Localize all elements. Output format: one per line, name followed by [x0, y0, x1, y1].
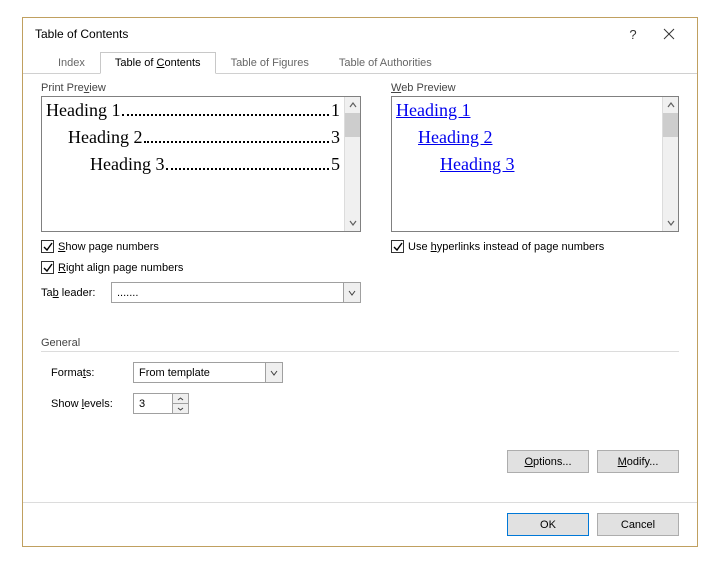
print-preview-label: Print Preview — [41, 82, 361, 94]
cancel-button[interactable]: Cancel — [597, 513, 679, 536]
tabstrip: Index Table of Contents Table of Figures… — [23, 50, 697, 74]
preview-row: Print Preview Heading 1 1 Heading 2 3 — [41, 82, 679, 309]
chevron-up-icon — [349, 102, 357, 108]
use-hyperlinks-row[interactable]: Use hyperlinks instead of page numbers — [391, 240, 679, 253]
show-page-numbers-checkbox[interactable] — [41, 240, 54, 253]
web-preview-col: Web Preview Heading 1 Heading 2 Heading … — [391, 82, 679, 309]
check-icon — [393, 242, 403, 252]
toc-row: Heading 3 5 — [90, 154, 340, 175]
scroll-up-button[interactable] — [663, 97, 678, 113]
chevron-down-icon — [667, 220, 675, 226]
titlebar: Table of Contents ? — [23, 18, 697, 50]
formats-select[interactable]: From template — [133, 362, 283, 383]
leader-dots — [122, 114, 329, 116]
web-preview-scrollbar[interactable] — [662, 97, 678, 231]
chevron-down-icon — [348, 290, 356, 296]
right-align-checkbox[interactable] — [41, 261, 54, 274]
tab-toc[interactable]: Table of Contents — [100, 52, 216, 74]
formats-label: Formats: — [51, 367, 123, 379]
divider — [41, 351, 679, 352]
general-section: General Formats: From template Show leve… — [41, 337, 679, 414]
tab-leader-select[interactable]: ....... — [111, 282, 361, 303]
scroll-track — [345, 137, 360, 215]
print-preview-col: Print Preview Heading 1 1 Heading 2 3 — [41, 82, 361, 309]
web-toc-link[interactable]: Heading 3 — [440, 154, 658, 175]
tab-leader-label: Tab leader: — [41, 287, 103, 299]
web-preview-box: Heading 1 Heading 2 Heading 3 — [391, 96, 679, 232]
dropdown-button[interactable] — [265, 363, 282, 382]
scroll-thumb[interactable] — [345, 113, 360, 137]
chevron-up-icon — [667, 102, 675, 108]
leader-dots — [144, 141, 329, 143]
right-align-row[interactable]: Right align page numbers — [41, 261, 361, 274]
web-toc-link[interactable]: Heading 2 — [418, 127, 658, 148]
modify-button[interactable]: Modify... — [597, 450, 679, 473]
chevron-down-icon — [177, 407, 184, 411]
scroll-down-button[interactable] — [663, 215, 678, 231]
spinner-down-button[interactable] — [173, 404, 188, 413]
tab-authorities[interactable]: Table of Authorities — [324, 52, 447, 74]
check-icon — [43, 263, 53, 273]
scroll-track — [663, 137, 678, 215]
chevron-down-icon — [349, 220, 357, 226]
spinner-up-button[interactable] — [173, 394, 188, 404]
tab-leader-row: Tab leader: ....... — [41, 282, 361, 303]
toc-dialog: Table of Contents ? Index Table of Conte… — [22, 17, 698, 547]
help-button[interactable]: ? — [617, 22, 649, 46]
ok-button[interactable]: OK — [507, 513, 589, 536]
scroll-up-button[interactable] — [345, 97, 360, 113]
secondary-button-row: Options... Modify... — [41, 450, 679, 473]
options-button[interactable]: Options... — [507, 450, 589, 473]
leader-dots — [166, 168, 329, 170]
check-icon — [43, 242, 53, 252]
bottom-bar: OK Cancel — [23, 502, 697, 546]
print-preview-inner: Heading 1 1 Heading 2 3 Heading 3 — [42, 97, 344, 231]
dropdown-button[interactable] — [343, 283, 360, 302]
toc-row: Heading 1 1 — [46, 100, 340, 121]
close-icon — [663, 28, 675, 40]
use-hyperlinks-checkbox[interactable] — [391, 240, 404, 253]
print-preview-box: Heading 1 1 Heading 2 3 Heading 3 — [41, 96, 361, 232]
scroll-thumb[interactable] — [663, 113, 678, 137]
general-label: General — [41, 337, 679, 349]
chevron-down-icon — [270, 370, 278, 376]
dialog-title: Table of Contents — [35, 27, 617, 41]
chevron-up-icon — [177, 397, 184, 401]
show-levels-label: Show levels: — [51, 398, 123, 410]
web-preview-inner: Heading 1 Heading 2 Heading 3 — [392, 97, 662, 231]
tab-figures[interactable]: Table of Figures — [216, 52, 324, 74]
print-preview-scrollbar[interactable] — [344, 97, 360, 231]
close-button[interactable] — [649, 22, 689, 46]
tab-index[interactable]: Index — [43, 52, 100, 74]
web-preview-label: Web Preview — [391, 82, 679, 94]
show-page-numbers-row[interactable]: Show page numbers — [41, 240, 361, 253]
web-toc-link[interactable]: Heading 1 — [396, 100, 658, 121]
dialog-content: Print Preview Heading 1 1 Heading 2 3 — [23, 74, 697, 485]
toc-row: Heading 2 3 — [68, 127, 340, 148]
show-levels-spinner[interactable]: 3 — [133, 393, 189, 414]
scroll-down-button[interactable] — [345, 215, 360, 231]
formats-row: Formats: From template — [41, 362, 679, 383]
show-levels-row: Show levels: 3 — [41, 393, 679, 414]
